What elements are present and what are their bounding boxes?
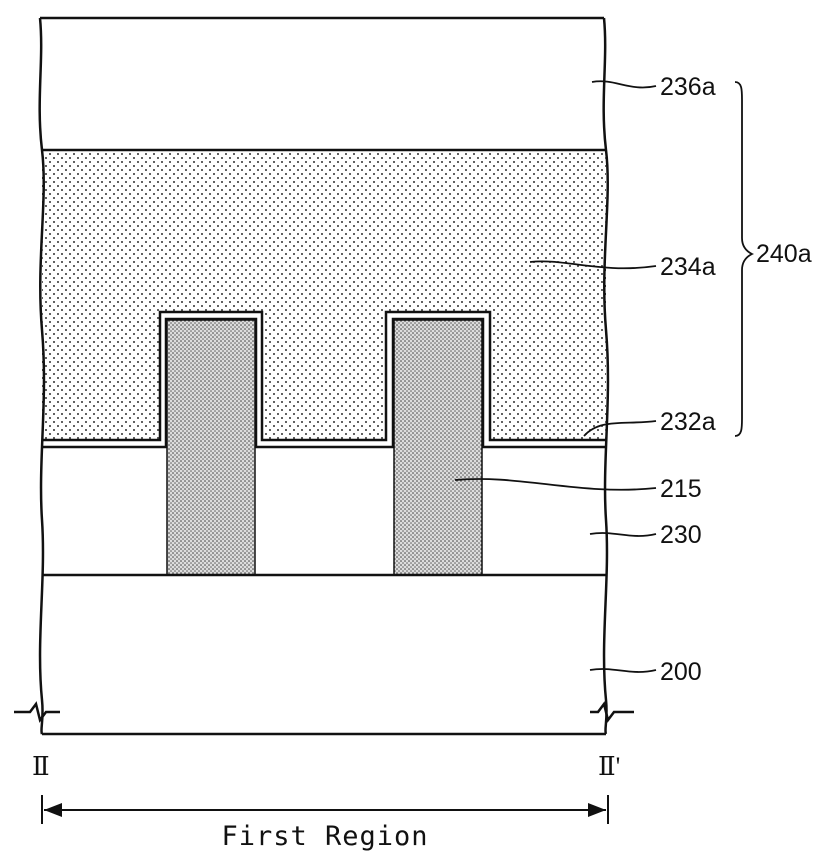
- leader-236a: [592, 81, 656, 87]
- dimension-arrow-right: [588, 803, 606, 817]
- section-mark-left: Ⅱ: [32, 752, 50, 781]
- layer-234a-region: [42, 150, 606, 440]
- label-200: 200: [660, 658, 702, 686]
- label-232a: 232a: [660, 408, 716, 436]
- break-symbol-left: [14, 704, 60, 720]
- leader-215: [455, 479, 656, 490]
- label-236a: 236a: [660, 73, 716, 101]
- brace-240a: [735, 82, 752, 436]
- leader-230: [590, 533, 656, 536]
- leader-200: [590, 669, 656, 672]
- pillar-215-left: [167, 320, 255, 575]
- dimension-label: First Region: [221, 821, 428, 852]
- break-symbol-right: [590, 704, 634, 720]
- left-wavy-edge: [40, 18, 44, 734]
- label-230: 230: [660, 521, 702, 549]
- pillar-215-right: [394, 320, 482, 575]
- label-240a: 240a: [756, 240, 812, 268]
- label-234a: 234a: [660, 253, 716, 281]
- dimension-arrow-left: [44, 803, 62, 817]
- label-215: 215: [660, 475, 702, 503]
- section-mark-right: Ⅱ': [598, 752, 620, 781]
